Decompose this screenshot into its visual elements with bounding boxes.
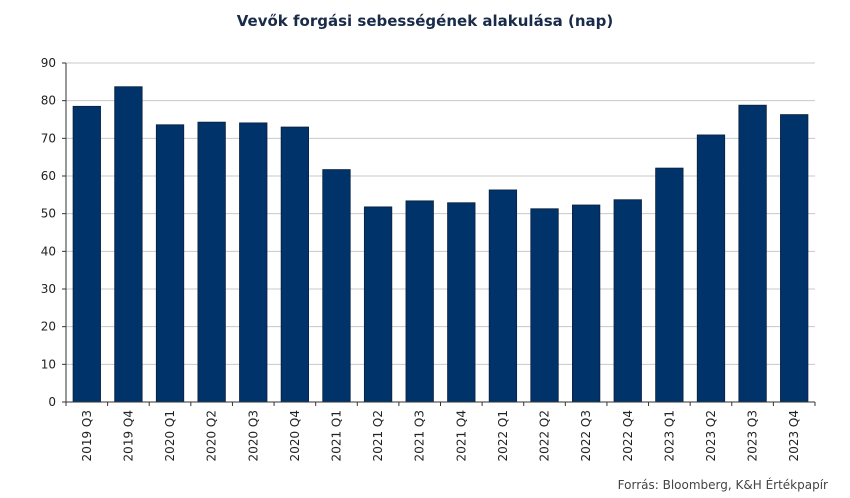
gridlines [66, 62, 815, 365]
x-tick-label: 2019 Q4 [121, 410, 135, 461]
bar [72, 105, 101, 403]
bar [780, 114, 809, 403]
x-tick-label: 2022 Q3 [579, 410, 593, 461]
bar [488, 189, 518, 403]
y-tick-label: 80 [41, 94, 56, 108]
y-tick-label: 50 [41, 207, 56, 221]
x-tick-label: 2022 Q2 [538, 410, 552, 461]
x-tick-label: 2020 Q1 [163, 410, 177, 461]
bar [363, 206, 393, 403]
x-tick-label: 2021 Q3 [413, 410, 427, 461]
x-tick-labels: 2019 Q3 2019 Q4 2020 Q1 2020 Q2 2020 Q3 2020 … [80, 410, 801, 461]
y-tick-label: 70 [41, 131, 56, 145]
x-tick-label: 2023 Q4 [787, 410, 801, 461]
x-tick-label: 2022 Q1 [496, 410, 510, 461]
x-tick-label: 2023 Q1 [662, 410, 676, 461]
axes [62, 62, 816, 406]
bar [738, 104, 767, 403]
bar [572, 204, 601, 403]
x-tick-label: 2023 Q2 [704, 410, 718, 461]
x-tick-label: 2020 Q3 [246, 410, 260, 461]
bar [696, 134, 726, 403]
bar [155, 124, 185, 403]
chart-title: Vevők forgási sebességének alakulása (na… [236, 12, 614, 30]
bar [239, 122, 268, 403]
bar [613, 199, 642, 403]
bars [72, 86, 809, 403]
y-tick-label: 40 [41, 244, 56, 258]
y-tick-labels: 0 10 20 30 40 50 60 70 80 90 [41, 56, 56, 409]
y-tick-label: 60 [41, 169, 56, 183]
y-tick-label: 90 [41, 56, 56, 70]
x-tick-label: 2019 Q3 [80, 410, 94, 461]
bar [280, 126, 309, 403]
bar [655, 167, 684, 403]
y-tick-label: 20 [41, 320, 56, 334]
bar [447, 202, 476, 403]
x-tick-label: 2021 Q1 [329, 410, 343, 461]
y-tick-label: 0 [48, 395, 56, 409]
bar [405, 200, 434, 403]
x-tick-label: 2023 Q3 [746, 410, 760, 461]
y-tick-label: 30 [41, 282, 56, 296]
x-tick-label: 2021 Q2 [371, 410, 385, 461]
bar [322, 169, 351, 403]
x-tick-label: 2020 Q2 [205, 410, 219, 461]
bar [530, 208, 559, 403]
y-tick-label: 10 [41, 357, 56, 371]
source-note: Forrás: Bloomberg, K&H Értékpapír [617, 478, 828, 492]
bar [114, 86, 143, 403]
x-tick-label: 2021 Q4 [454, 410, 468, 461]
x-tick-label: 2020 Q4 [288, 410, 302, 461]
bar [197, 121, 226, 403]
x-tick-label: 2022 Q4 [621, 410, 635, 461]
